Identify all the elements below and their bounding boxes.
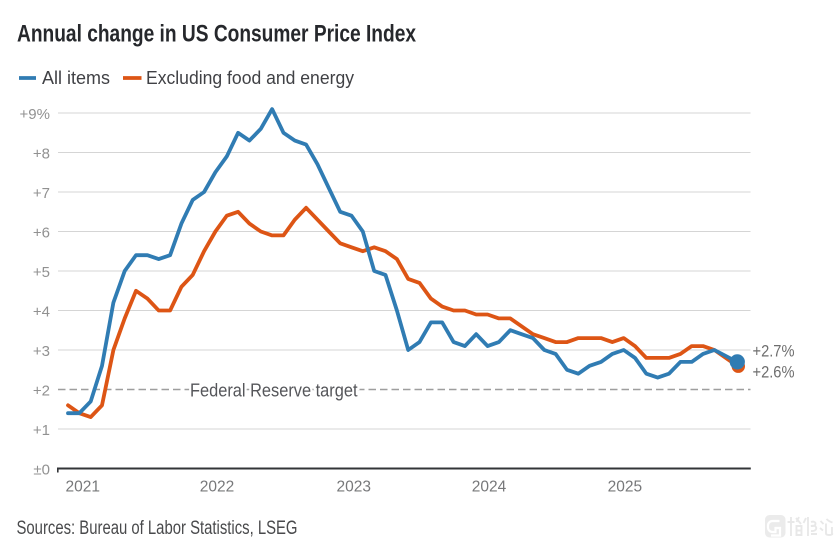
svg-text:Sources: Bureau of Labor Stati: Sources: Bureau of Labor Statistics, LSE…: [17, 518, 298, 539]
svg-text:+9%: +9%: [20, 106, 50, 123]
svg-text:+6: +6: [33, 225, 50, 242]
svg-text:+1: +1: [33, 422, 50, 439]
svg-text:+8: +8: [33, 146, 50, 163]
svg-text:Annual change in US Consumer P: Annual change in US Consumer Price Index: [17, 21, 417, 48]
svg-text:+5: +5: [33, 264, 50, 281]
svg-text:2023: 2023: [337, 479, 371, 496]
svg-text:2021: 2021: [65, 479, 99, 496]
svg-text:+4: +4: [33, 304, 50, 321]
svg-text:+2.6%: +2.6%: [753, 364, 795, 382]
svg-text:2025: 2025: [608, 479, 642, 496]
svg-text:+3: +3: [33, 343, 50, 360]
svg-text:Excluding food and energy: Excluding food and energy: [146, 68, 354, 88]
svg-text:+2.7%: +2.7%: [753, 343, 795, 361]
svg-text:+2: +2: [33, 383, 50, 400]
svg-text:All items: All items: [42, 68, 110, 88]
svg-text:Federal Reserve target: Federal Reserve target: [190, 379, 358, 400]
svg-text:±0: ±0: [33, 462, 50, 479]
svg-text:2022: 2022: [200, 479, 234, 496]
svg-text:+7: +7: [33, 185, 50, 202]
svg-text:2024: 2024: [472, 479, 507, 496]
